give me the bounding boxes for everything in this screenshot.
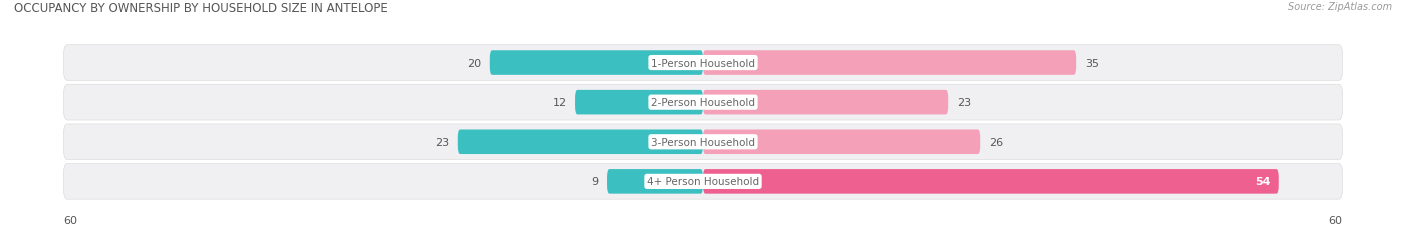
Text: 26: 26 (988, 137, 1002, 147)
Text: 1-Person Household: 1-Person Household (651, 58, 755, 68)
FancyBboxPatch shape (63, 164, 1343, 199)
Text: OCCUPANCY BY OWNERSHIP BY HOUSEHOLD SIZE IN ANTELOPE: OCCUPANCY BY OWNERSHIP BY HOUSEHOLD SIZE… (14, 2, 388, 15)
FancyBboxPatch shape (458, 130, 703, 154)
FancyBboxPatch shape (703, 130, 980, 154)
Text: 60: 60 (63, 215, 77, 225)
Text: 20: 20 (467, 58, 481, 68)
Text: Source: ZipAtlas.com: Source: ZipAtlas.com (1288, 2, 1392, 12)
Text: 35: 35 (1084, 58, 1098, 68)
Text: 4+ Person Household: 4+ Person Household (647, 177, 759, 187)
Text: 60: 60 (1329, 215, 1343, 225)
FancyBboxPatch shape (607, 169, 703, 194)
Text: 9: 9 (592, 177, 599, 187)
FancyBboxPatch shape (703, 169, 1279, 194)
FancyBboxPatch shape (489, 51, 703, 76)
FancyBboxPatch shape (63, 46, 1343, 81)
Text: 23: 23 (956, 98, 972, 108)
Text: 23: 23 (434, 137, 450, 147)
FancyBboxPatch shape (575, 91, 703, 115)
Text: 54: 54 (1254, 177, 1270, 187)
FancyBboxPatch shape (703, 51, 1076, 76)
FancyBboxPatch shape (63, 85, 1343, 120)
Text: 3-Person Household: 3-Person Household (651, 137, 755, 147)
Text: 12: 12 (553, 98, 567, 108)
Text: 2-Person Household: 2-Person Household (651, 98, 755, 108)
FancyBboxPatch shape (703, 91, 948, 115)
FancyBboxPatch shape (63, 125, 1343, 160)
